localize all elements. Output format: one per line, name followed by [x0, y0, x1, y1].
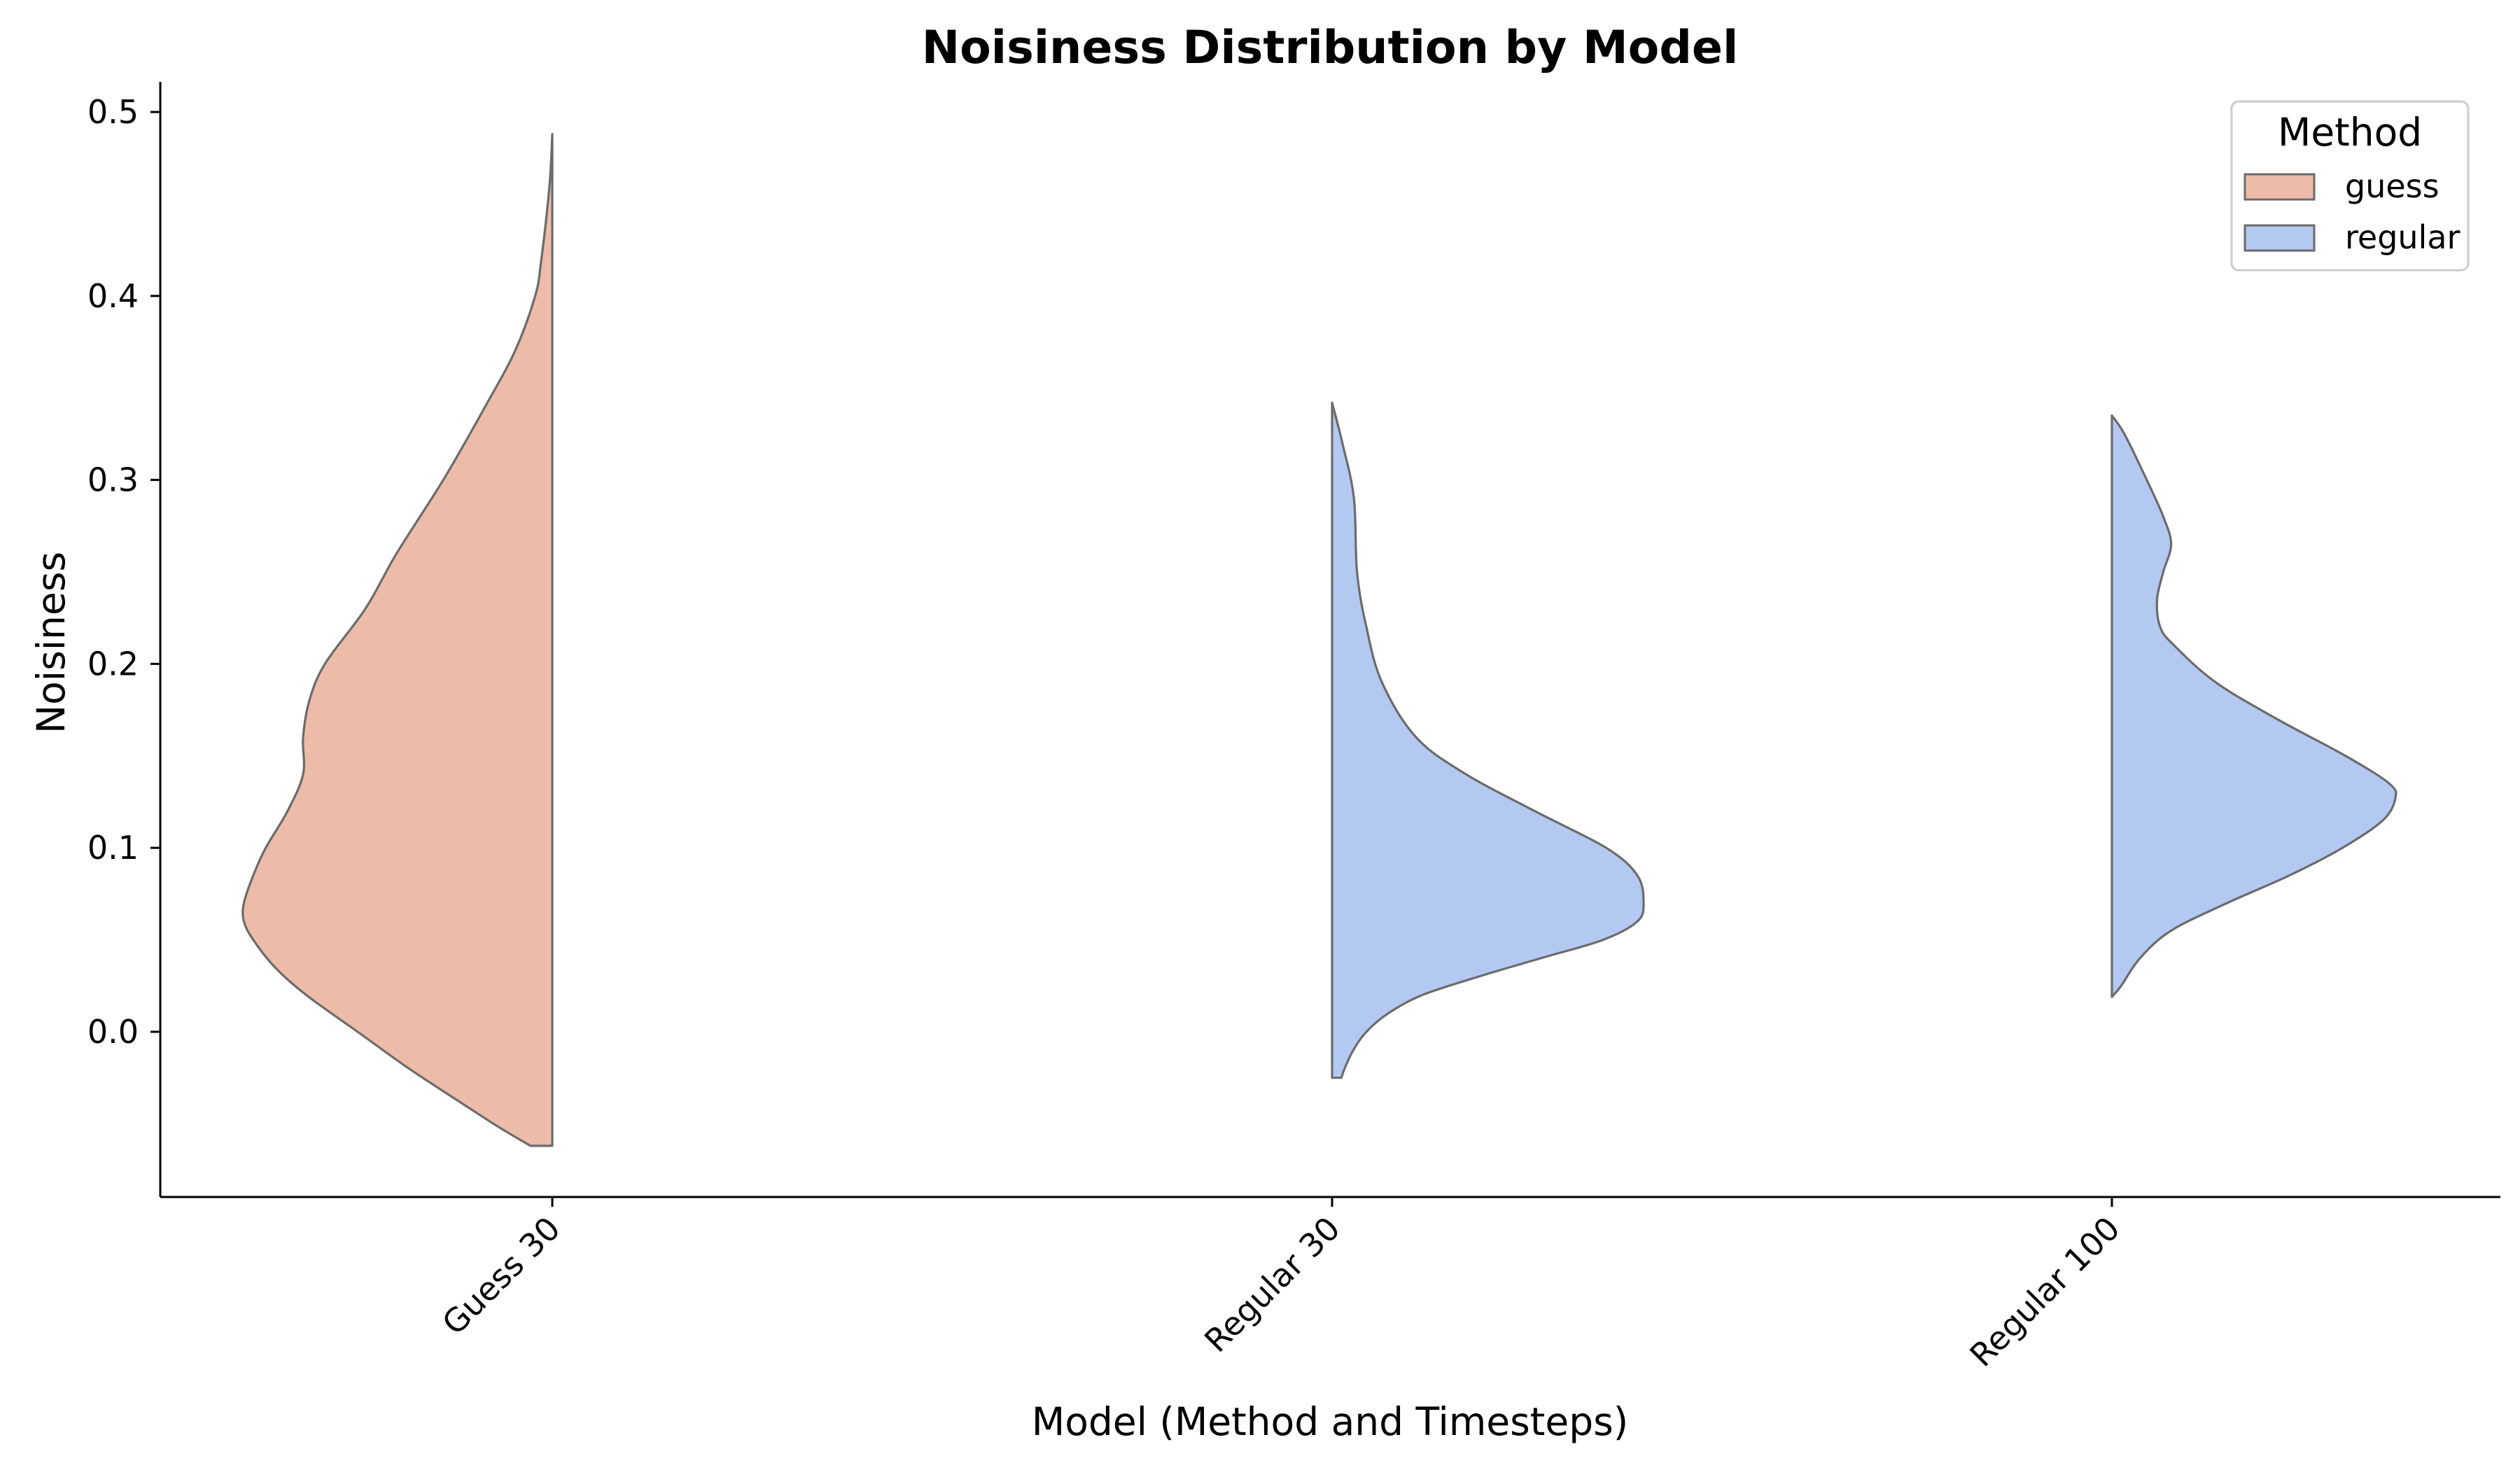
- legend: Method guess regular: [2230, 100, 2470, 272]
- legend-label-regular: regular: [2345, 218, 2460, 256]
- y-tick-label: 0.1: [88, 829, 139, 867]
- legend-title: Method: [2278, 110, 2422, 155]
- legend-swatch-regular: [2244, 224, 2316, 252]
- violin-regular-100: [2110, 414, 2398, 998]
- chart-title: Noisiness Distribution by Model: [922, 22, 1738, 74]
- violin-regular-30: [1331, 401, 1645, 1079]
- y-tick-label: 0.5: [88, 93, 139, 131]
- y-tick-label: 0.4: [88, 277, 139, 315]
- y-tick-label: 0.2: [88, 645, 139, 682]
- y-axis-label: Noisiness: [29, 552, 74, 734]
- legend-label-guess: guess: [2345, 167, 2440, 205]
- legend-swatch-guess: [2244, 173, 2316, 201]
- y-ticks: 0.0 0.1 0.2 0.3 0.4 0.5: [88, 93, 160, 1051]
- x-axis-label: Model (Method and Timesteps): [1032, 1399, 1628, 1444]
- y-tick-label: 0.3: [88, 461, 139, 499]
- y-tick-label: 0.0: [88, 1013, 139, 1051]
- violins-layer: [241, 132, 2398, 1147]
- violin-guess-30: [241, 132, 554, 1147]
